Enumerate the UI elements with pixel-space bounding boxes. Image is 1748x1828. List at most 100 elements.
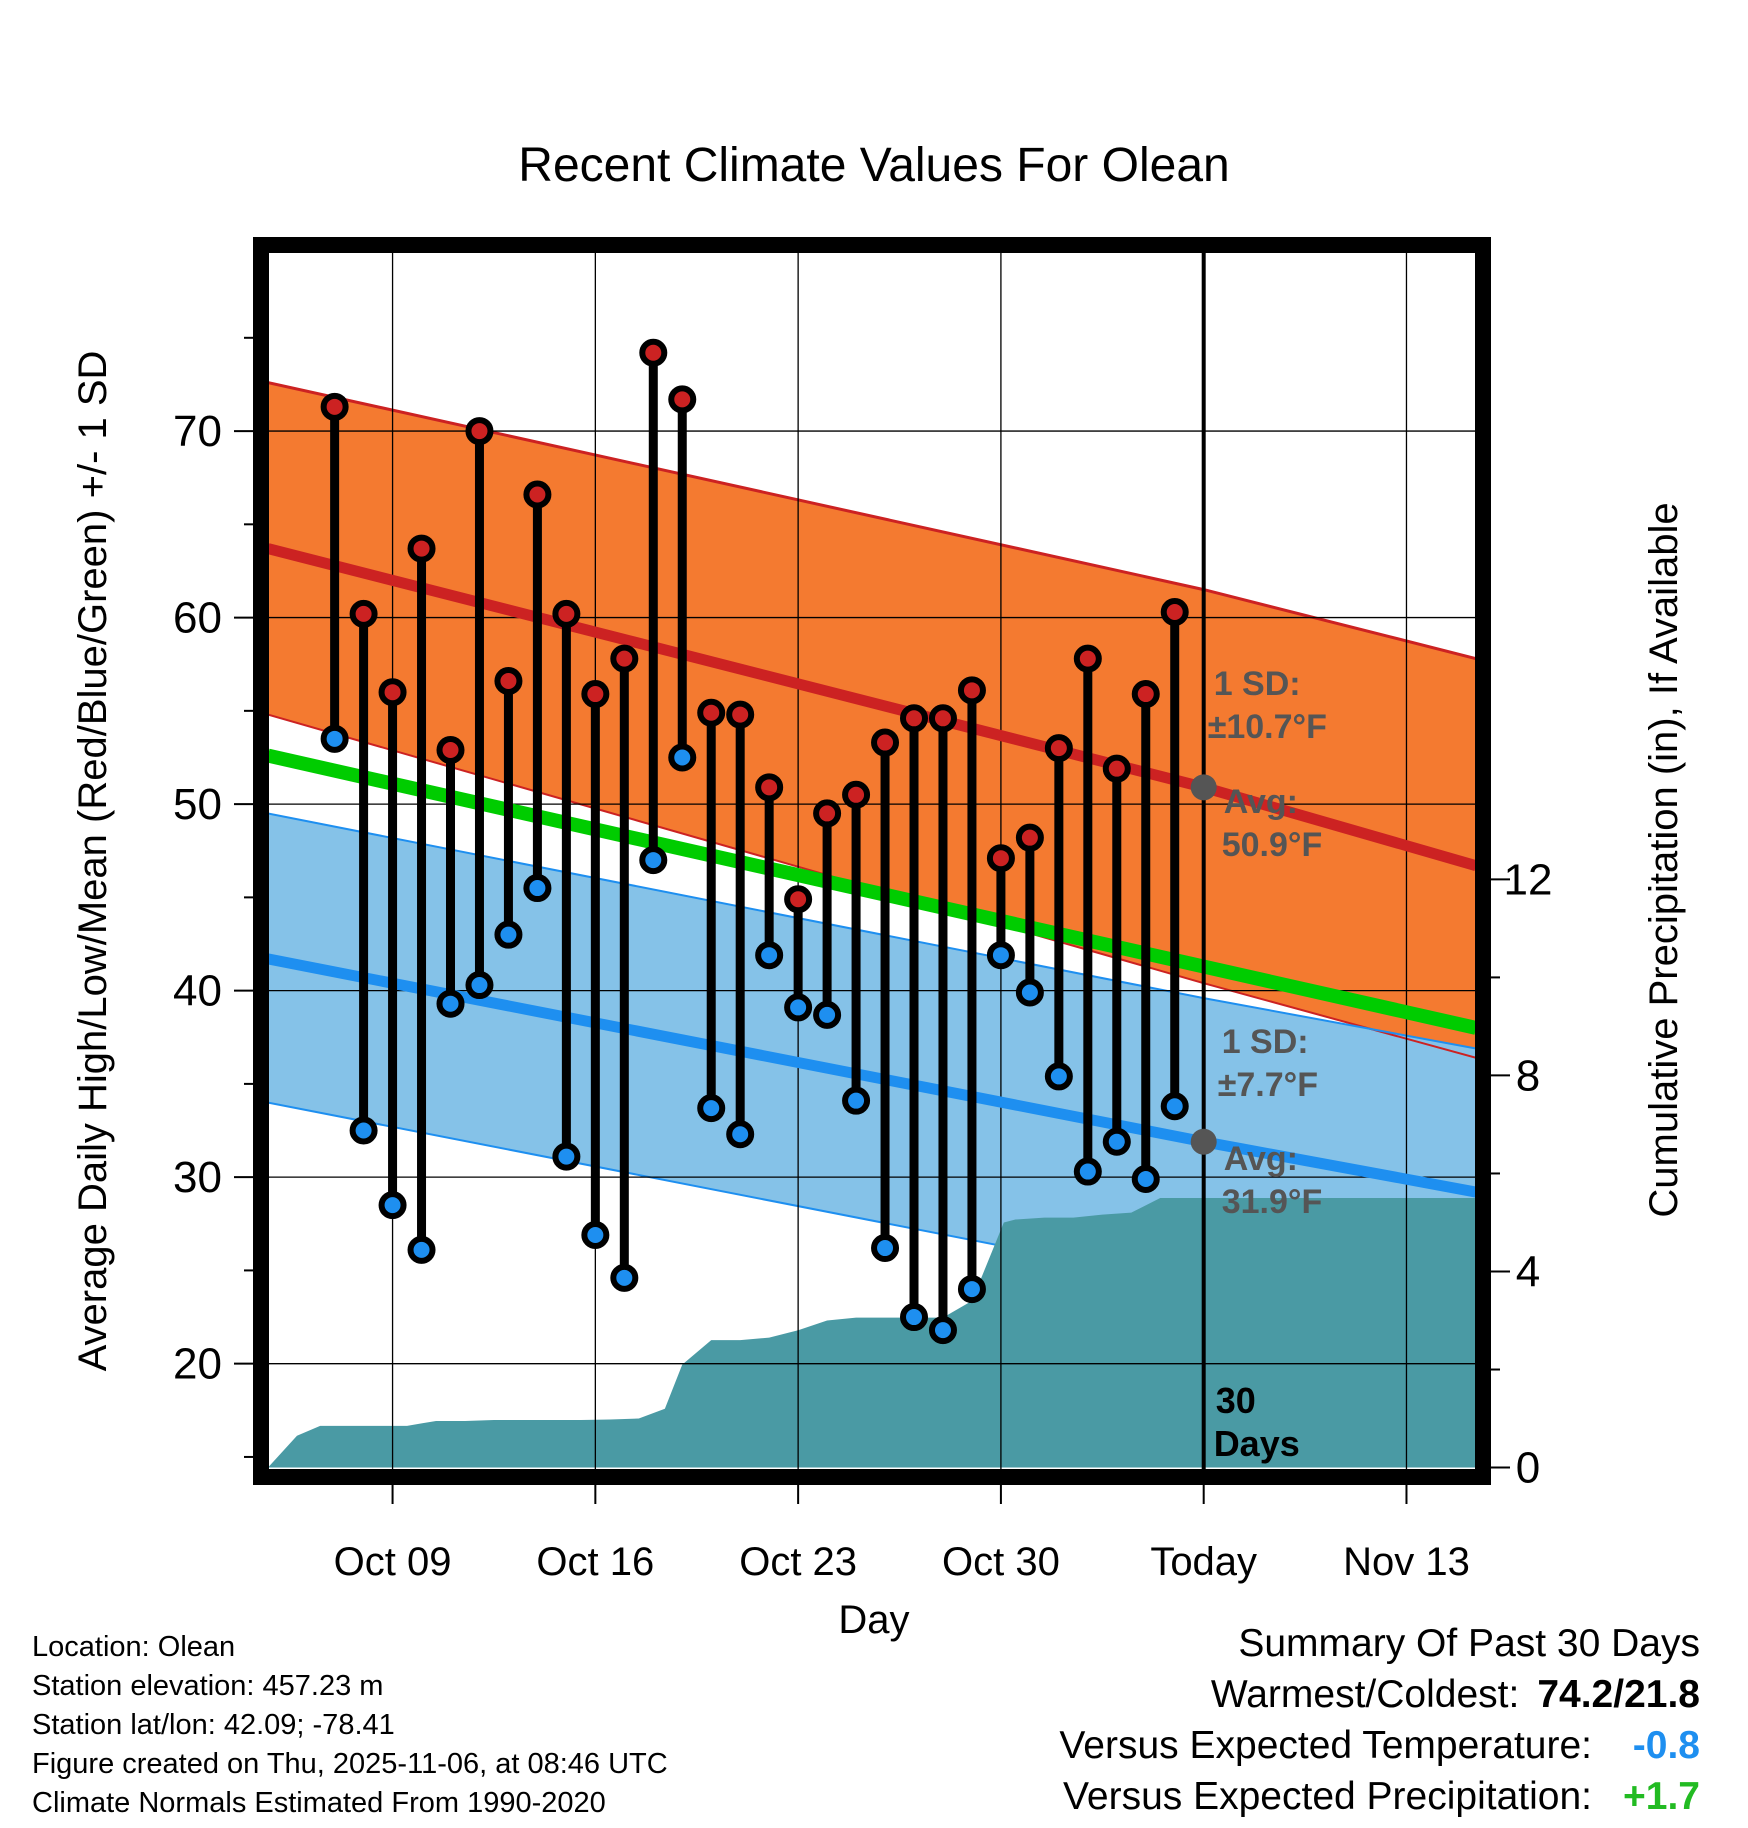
daily-high-point [784,885,813,914]
daily-high-point [813,799,842,828]
y-axis-title: Average Daily High/Low/Mean (Red/Blue/Gr… [71,351,115,1372]
created-text: Figure created on Thu, 2025-11-06, at 08… [32,1748,668,1780]
daily-high-point [494,667,523,696]
daily-low-point [784,993,813,1022]
daily-low-point [523,874,552,903]
daily-low-point [407,1235,436,1264]
daily-low-point [639,846,668,875]
daily-high-point [407,534,436,563]
y-tick-label: 50 [173,780,222,829]
plot-frame [253,237,1491,1485]
daily-low-point [871,1234,900,1263]
daily-low-point [957,1275,986,1304]
daily-high-point [986,844,1015,873]
y2-tick-label: 12 [1504,855,1553,904]
temp-value: -0.8 [1632,1724,1700,1767]
high-sd-value: ±10.7°F [1208,708,1327,746]
y2-tick-label: 8 [1516,1051,1540,1100]
daily-low-point [726,1120,755,1149]
summary-panel: Summary Of Past 30 Days Warmest/Coldest:… [1059,1618,1700,1822]
daily-high-point [1160,597,1189,626]
daily-high-point [349,599,378,628]
daily-high-point [1015,823,1044,852]
daily-low-point [1131,1165,1160,1194]
daily-low-point [581,1220,610,1249]
daily-low-point [436,989,465,1018]
high-avg-label: Avg: [1224,783,1298,821]
daily-low-point [320,724,349,753]
daily-high-point [465,417,494,446]
daily-high-point [610,644,639,673]
daily-low-point [610,1263,639,1292]
x-tick-label: Oct 09 [334,1540,452,1584]
x-axis-title: Day [838,1598,909,1642]
y2-axis-title: Cumulative Precipitation (in), If Availa… [1642,502,1686,1217]
chart-title: Recent Climate Values For Olean [518,139,1229,192]
high-sd-label: 1 SD: [1214,665,1301,703]
daily-high-point [639,338,668,367]
x-tick-label: Nov 13 [1343,1540,1470,1584]
daily-low-point [552,1142,581,1171]
x-tick-label: Oct 23 [739,1540,857,1584]
y2-tick-label: 0 [1516,1444,1540,1493]
daily-high-point [842,780,871,809]
y-tick-label: 30 [173,1153,222,1202]
days-count-label: 30 [1216,1380,1256,1421]
summary-title: Summary Of Past 30 Days [1238,1622,1700,1665]
daily-high-point [668,385,697,414]
daily-high-point [1102,754,1131,783]
daily-high-point [378,678,407,707]
latlon-text: Station lat/lon: 42.09; -78.41 [32,1709,395,1741]
normals-text: Climate Normals Estimated From 1990-2020 [32,1787,606,1819]
precip-area [268,1197,1476,1468]
daily-low-point [1160,1092,1189,1121]
low-sd-value: ±7.7°F [1218,1066,1318,1104]
daily-low-point [928,1316,957,1345]
x-tick-label: Oct 16 [536,1540,654,1584]
daily-high-point [697,698,726,727]
daily-low-point [378,1191,407,1220]
high-avg-marker [1190,774,1217,801]
daily-low-point [697,1094,726,1123]
daily-high-point [581,680,610,709]
daily-low-point [1015,978,1044,1007]
daily-high-point [1073,644,1102,673]
daily-high-point [1131,680,1160,709]
daily-low-point [668,743,697,772]
daily-high-point [755,773,784,802]
y2-tick-label: 4 [1516,1247,1540,1296]
daily-high-point [523,480,552,509]
daily-high-point [957,676,986,705]
summary-warm-cold: Warmest/Coldest: 74.2/21.8 [1059,1669,1700,1720]
x-tick-label: Oct 30 [942,1540,1060,1584]
plot-area: 1 SD: ±10.7°F Avg: 50.9°F 1 SD: ±7.7°F Avg: 31.… [268,252,1476,1470]
normal-mean-line [268,748,1476,1035]
precip-label: Versus Expected Precipitation: [1063,1775,1592,1818]
y-tick-label: 40 [173,967,222,1016]
warm-cold-label: Warmest/Coldest: [1210,1673,1520,1716]
precip-value: +1.7 [1623,1775,1700,1818]
daily-high-point [871,728,900,757]
summary-temp: Versus Expected Temperature: -0.8 [1059,1720,1700,1771]
daily-high-point [320,392,349,421]
daily-low-point [813,1000,842,1029]
daily-low-point [842,1086,871,1115]
daily-high-point [900,704,929,733]
daily-low-point [1044,1062,1073,1091]
y-tick-label: 70 [173,407,222,456]
y-tick-label: 20 [173,1340,222,1389]
daily-high-point [552,599,581,628]
low-avg-value: 31.9°F [1222,1183,1323,1221]
daily-low-point [755,941,784,970]
low-avg-label: Avg: [1224,1140,1298,1178]
daily-high-point [436,736,465,765]
daily-high-point [928,704,957,733]
daily-low-point [1073,1157,1102,1186]
elevation-text: Station elevation: 457.23 m [32,1670,384,1702]
daily-low-point [465,971,494,1000]
daily-low-point [986,941,1015,970]
daily-low-point [494,920,523,949]
daily-low-point [349,1116,378,1145]
low-sd-label: 1 SD: [1222,1023,1309,1061]
